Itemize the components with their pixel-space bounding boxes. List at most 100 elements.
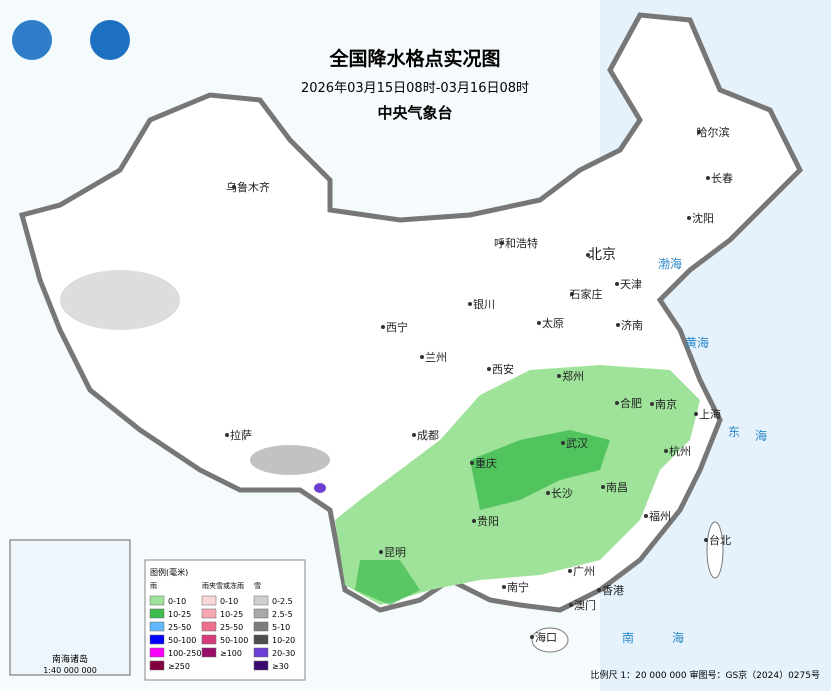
city-label: 南昌 bbox=[606, 481, 628, 494]
city-dot bbox=[500, 241, 504, 245]
city-label: 杭州 bbox=[669, 444, 691, 458]
city-dot bbox=[537, 321, 541, 325]
period: 2026年03月15日08时-03月16日08时 bbox=[301, 81, 529, 96]
legend-label: 0-10 bbox=[220, 597, 238, 606]
legend-label: 5-10 bbox=[272, 623, 290, 632]
city-dot bbox=[502, 585, 506, 589]
legend-label: 50-100 bbox=[220, 636, 248, 645]
city-dot bbox=[597, 588, 601, 592]
city-label: 海口 bbox=[535, 630, 557, 644]
legend-label: ≥30 bbox=[272, 662, 289, 671]
sea-label: 海 bbox=[755, 428, 767, 443]
city-label: 南京 bbox=[655, 397, 677, 411]
city-label: 银川 bbox=[473, 297, 495, 311]
legend-label: 10-20 bbox=[272, 636, 295, 645]
legend-swatch bbox=[253, 660, 269, 671]
legend-swatch bbox=[201, 634, 217, 645]
city-dot bbox=[706, 176, 710, 180]
city-label: 拉萨 bbox=[230, 428, 252, 442]
city-label: 昆明 bbox=[384, 546, 406, 559]
city-label: 南宁 bbox=[507, 580, 529, 594]
legend-label: ≥100 bbox=[220, 649, 242, 658]
logo bbox=[90, 20, 130, 60]
footer: 比例尺 1：20 000 000 审图号：GS京（2024）0275号 bbox=[591, 669, 820, 681]
agency: 中央气象台 bbox=[377, 104, 452, 122]
legend-swatch bbox=[201, 595, 217, 606]
inset-title: 南海诸岛 bbox=[52, 653, 88, 665]
city-label: 重庆 bbox=[475, 456, 497, 470]
city-label: 太原 bbox=[542, 317, 564, 330]
hainan bbox=[531, 627, 569, 653]
city-label: 广州 bbox=[573, 565, 595, 578]
city-dot bbox=[379, 550, 383, 554]
legend-swatch bbox=[201, 647, 217, 658]
city-label: 成都 bbox=[417, 429, 439, 442]
city-label: 哈尔滨 bbox=[697, 125, 730, 139]
city-dot bbox=[225, 433, 229, 437]
city-label: 郑州 bbox=[562, 369, 584, 383]
city-dot bbox=[232, 185, 236, 189]
legend-label: 50-100 bbox=[168, 636, 196, 645]
city-dot bbox=[570, 292, 574, 296]
sea-label: 东 bbox=[728, 425, 740, 439]
city-label: 沈阳 bbox=[692, 211, 714, 225]
legend-swatch bbox=[149, 595, 165, 606]
city-label: 台北 bbox=[709, 533, 731, 547]
city-label: 石家庄 bbox=[570, 287, 603, 301]
city-label: 乌鲁木齐 bbox=[226, 180, 270, 194]
logo bbox=[12, 20, 52, 60]
city-dot bbox=[420, 355, 424, 359]
city-dot bbox=[381, 325, 385, 329]
city-dot bbox=[697, 130, 701, 134]
city-dot bbox=[616, 323, 620, 327]
city-label: 武汉 bbox=[566, 437, 588, 450]
city-label: 长春 bbox=[711, 172, 733, 185]
legend-label: 25-50 bbox=[220, 623, 243, 632]
sea-label: 南 bbox=[622, 630, 634, 645]
legend-swatch bbox=[201, 608, 217, 619]
legend-label: 20-30 bbox=[272, 649, 295, 658]
legend-label: 10-25 bbox=[220, 610, 243, 619]
inset-box bbox=[9, 539, 131, 676]
legend-label: 100-250 bbox=[168, 649, 201, 658]
legend-column-title: 雪 bbox=[254, 582, 261, 590]
city-dot bbox=[412, 433, 416, 437]
city-label: 合肥 bbox=[620, 396, 642, 410]
legend-label: 0-10 bbox=[168, 597, 186, 606]
city-dot bbox=[615, 282, 619, 286]
title: 全国降水格点实况图 bbox=[328, 47, 500, 70]
city-dot bbox=[704, 538, 708, 542]
city-label: 天津 bbox=[620, 278, 642, 291]
city-label: 北京 bbox=[588, 247, 616, 263]
sea-label: 海 bbox=[672, 630, 684, 645]
city-dot bbox=[561, 441, 565, 445]
city-dot bbox=[487, 367, 491, 371]
legend-swatch bbox=[149, 660, 165, 671]
city-label: 香港 bbox=[602, 584, 624, 597]
city-dot bbox=[687, 216, 691, 220]
city-dot bbox=[601, 485, 605, 489]
snow-light bbox=[60, 270, 180, 330]
legend-swatch bbox=[149, 621, 165, 632]
city-label: 澳门 bbox=[574, 598, 596, 612]
snow bbox=[250, 445, 330, 475]
city-dot bbox=[530, 635, 534, 639]
city-label: 西安 bbox=[492, 362, 514, 376]
legend-box bbox=[144, 559, 306, 681]
taiwan bbox=[706, 521, 724, 579]
sea-label: 黄海 bbox=[685, 335, 709, 350]
city-label: 长沙 bbox=[551, 487, 573, 500]
legend-swatch bbox=[201, 621, 217, 632]
city-dot bbox=[557, 374, 561, 378]
city-dot bbox=[694, 412, 698, 416]
city-label: 西宁 bbox=[386, 320, 408, 334]
city-dot bbox=[569, 603, 573, 607]
legend-title: 图例(毫米) bbox=[150, 567, 188, 577]
legend-swatch bbox=[253, 608, 269, 619]
legend-swatch bbox=[149, 647, 165, 658]
rain-moderate bbox=[470, 430, 610, 510]
rain-moderate bbox=[355, 560, 420, 605]
city-dot bbox=[615, 401, 619, 405]
legend-swatch bbox=[149, 608, 165, 619]
